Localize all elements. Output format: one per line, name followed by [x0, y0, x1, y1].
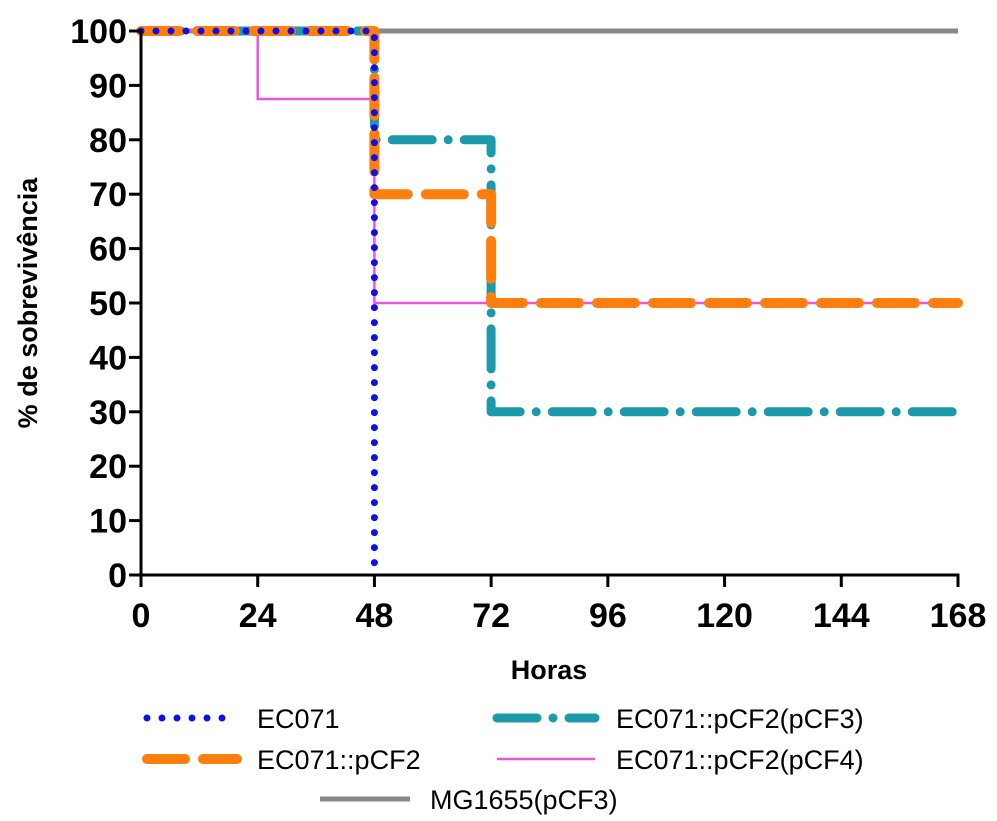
y-tick-label: 40 [89, 339, 127, 377]
y-tick-label: 100 [70, 13, 127, 51]
y-tick-label: 10 [89, 503, 127, 541]
x-tick-label: 24 [239, 597, 277, 635]
x-tick-label: 96 [589, 597, 627, 635]
y-tick-label: 20 [89, 448, 127, 486]
y-tick-label: 50 [89, 285, 127, 323]
legend-label: MG1655(pCF3) [430, 785, 618, 815]
x-tick-label: 0 [132, 597, 151, 635]
legend-label: EC071::pCF2(pCF3) [616, 704, 864, 734]
legend-label: EC071::pCF2 [257, 745, 421, 775]
series-line-2 [136, 26, 963, 308]
series-line-4 [141, 29, 958, 305]
y-tick-label: 60 [89, 231, 127, 269]
y-tick-label: 70 [89, 176, 127, 214]
x-tick-label: 72 [472, 597, 510, 635]
y-tick-label: 90 [89, 67, 127, 105]
x-tick-label: 120 [696, 597, 753, 635]
y-tick-label: 30 [89, 394, 127, 432]
x-tick-label: 48 [356, 597, 394, 635]
axes-layer: 0 24 48 72 96 120 144 168 0 10 20 30 40 50 60 70 80 90 100 [70, 13, 986, 635]
x-tick-label: 144 [813, 597, 870, 635]
series-line-1 [137, 27, 378, 579]
series-line-3 [136, 26, 963, 417]
y-tick-label: 80 [89, 122, 127, 160]
legend-label: EC071 [257, 704, 340, 734]
x-axis-title: Horas [511, 655, 588, 685]
y-axis-title: % de sobrevivência [13, 177, 43, 429]
x-tick-label: 168 [930, 597, 987, 635]
y-tick-label: 0 [108, 557, 127, 595]
series-layer [136, 26, 963, 579]
legend-label: EC071::pCF2(pCF4) [616, 745, 864, 775]
